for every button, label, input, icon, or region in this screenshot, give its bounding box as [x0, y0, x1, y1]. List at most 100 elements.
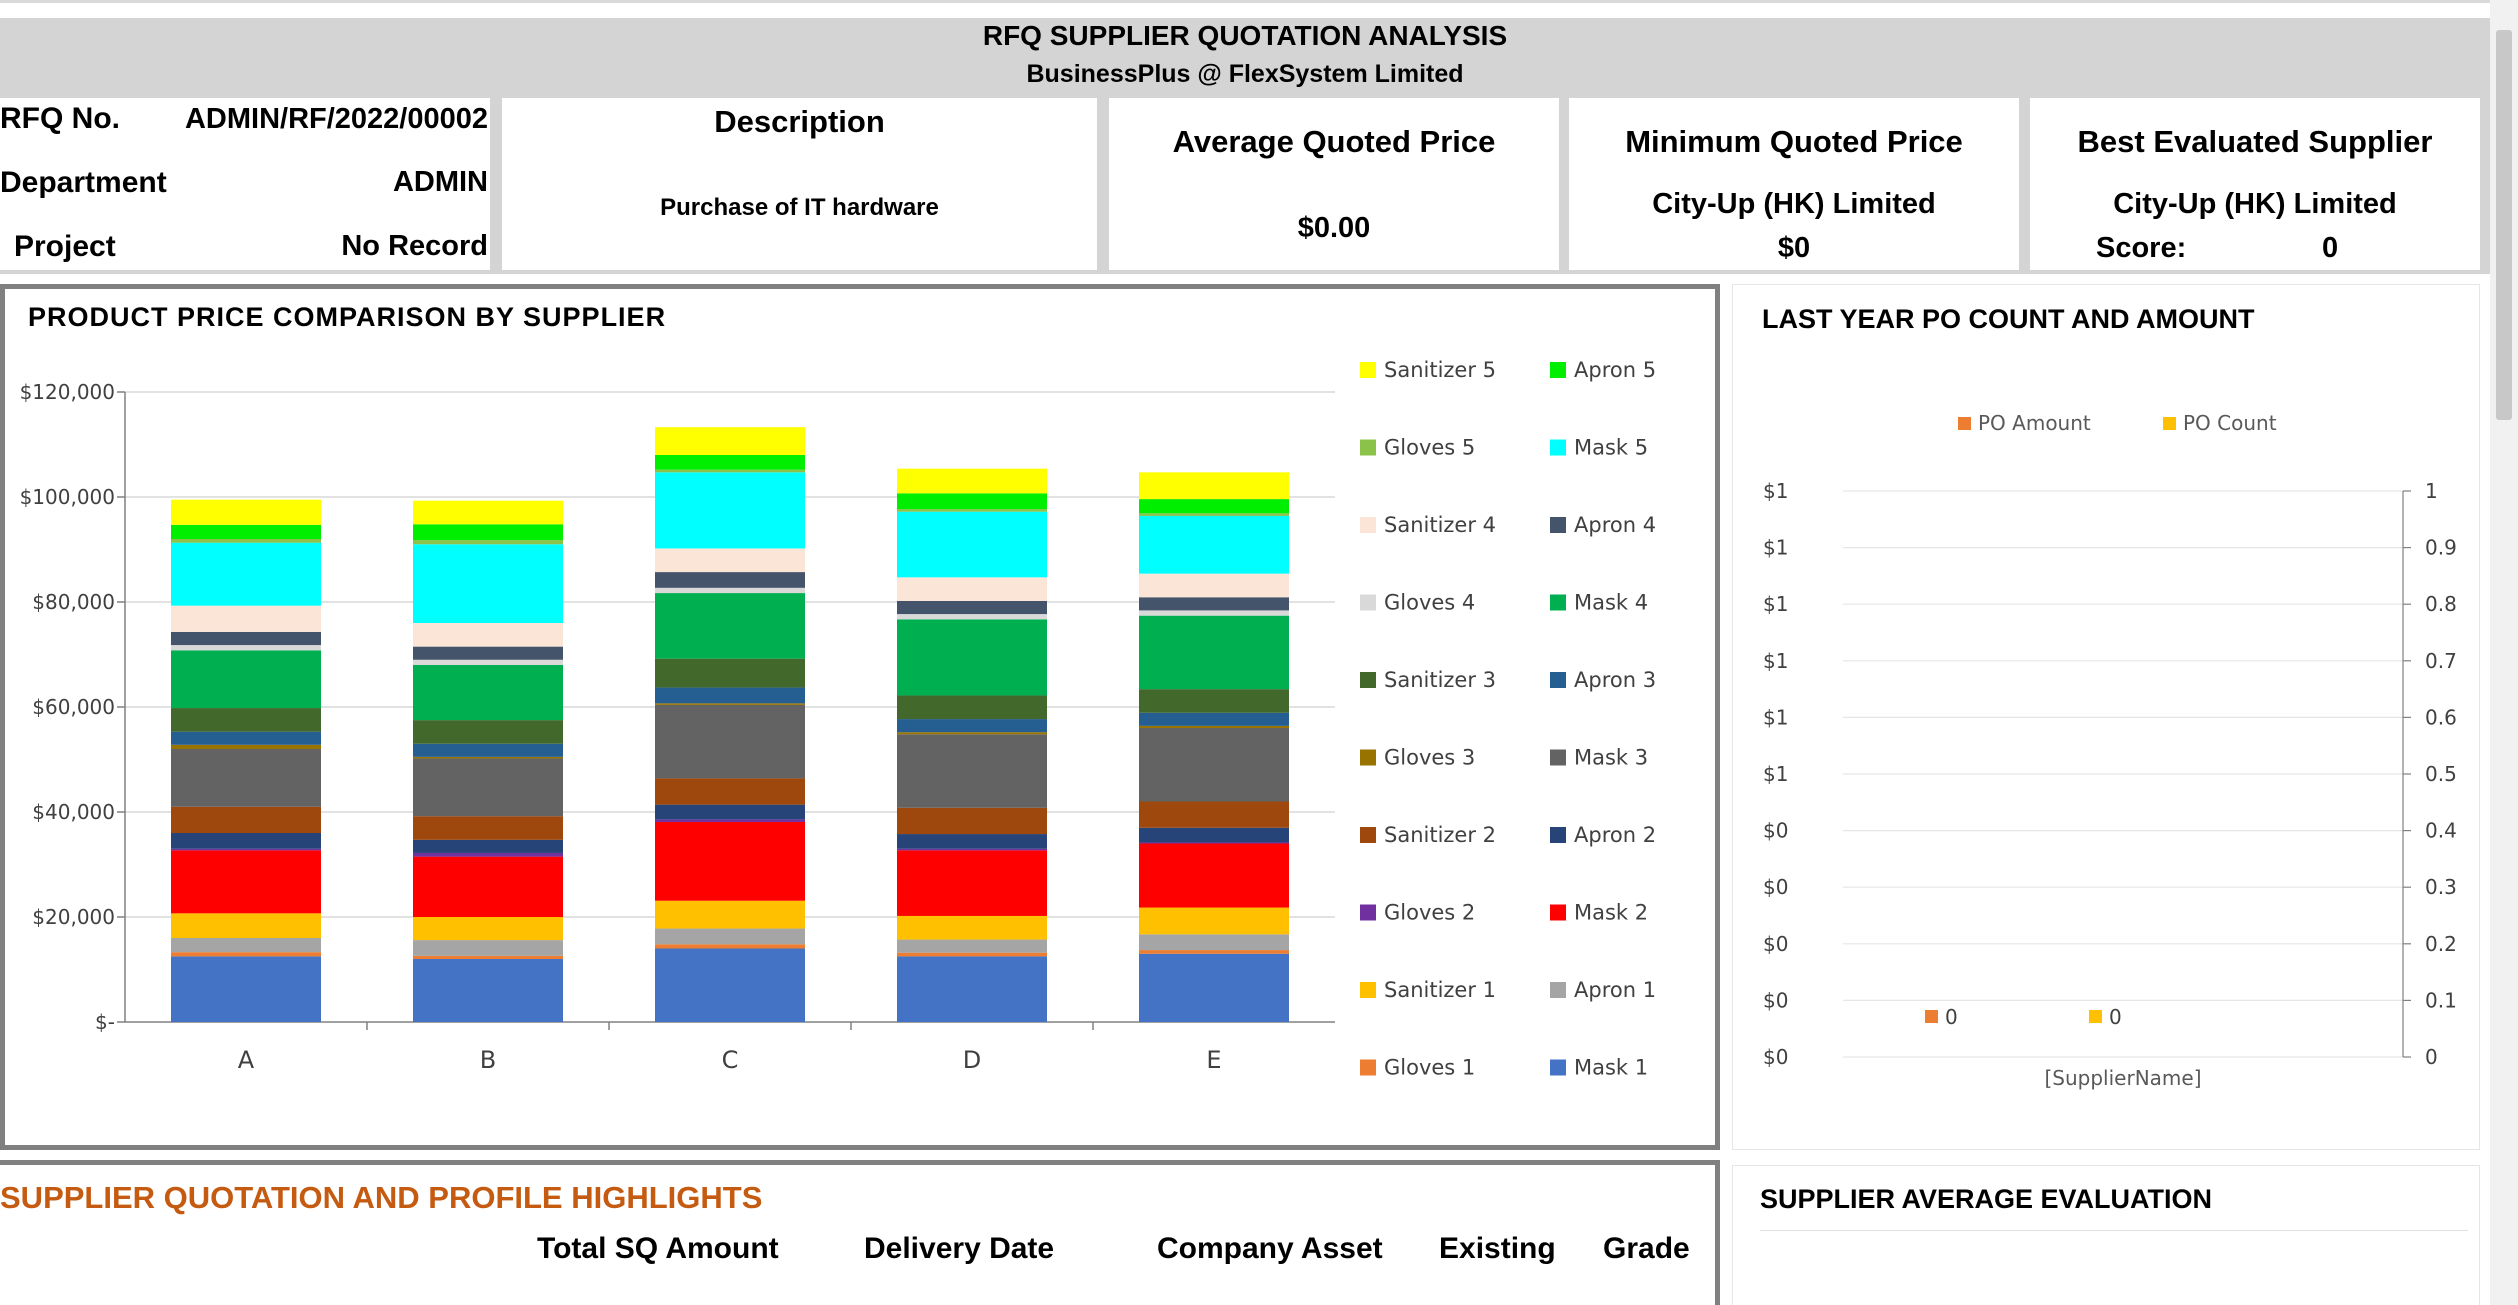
bar-segment-apron-2-b	[413, 839, 563, 853]
po-y-left-label: $1	[1763, 762, 1788, 786]
bar-segment-gloves-3-a	[171, 744, 321, 749]
bar-segment-apron-1-a	[171, 938, 321, 953]
po-y-right-label: 0.5	[2425, 762, 2457, 786]
rfq-info-cell: RFQ No. ADMIN/RF/2022/00002 Department A…	[0, 98, 490, 270]
bar-segment-mask-4-e	[1139, 615, 1289, 690]
bar-segment-mask-2-d	[897, 850, 1047, 916]
bar-segment-sanitizer-4-a	[171, 605, 321, 632]
average-price-card: Average Quoted Price $0.00	[1109, 98, 1559, 270]
bar-segment-apron-2-e	[1139, 827, 1289, 843]
po-y-right-label: 0.7	[2425, 649, 2457, 673]
bar-segment-mask-3-a	[171, 749, 321, 807]
minimum-price-supplier: City-Up (HK) Limited	[1652, 188, 1936, 220]
product-price-chart: $120,000 $100,000 $80,000 $60,000 $40,000 $20…	[20, 358, 1657, 1080]
po-y-right-label: 0.8	[2425, 592, 2457, 616]
col-delivery-date: Delivery Date	[864, 1232, 1055, 1265]
bar-segment-sanitizer-3-a	[171, 708, 321, 732]
bar-segment-mask-3-b	[413, 758, 563, 817]
bar-segment-sanitizer-4-c	[655, 548, 805, 573]
bar-segment-sanitizer-2-e	[1139, 801, 1289, 828]
score-label: Score:	[2096, 232, 2187, 264]
bar-segment-gloves-3-b	[413, 756, 563, 759]
bar-segment-sanitizer-3-e	[1139, 689, 1289, 713]
department-value: ADMIN	[392, 166, 488, 198]
bar-segment-apron-3-b	[413, 743, 563, 757]
bar-segment-sanitizer-1-d	[897, 915, 1047, 940]
description-title: Description	[714, 104, 885, 139]
col-company-asset: Company Asset	[1157, 1232, 1383, 1265]
bar-segment-gloves-5-a	[171, 539, 321, 543]
bar-segment-sanitizer-3-d	[897, 695, 1047, 720]
y-tick-label: $40,000	[32, 800, 115, 824]
col-total-sq-amount: Total SQ Amount	[537, 1232, 779, 1265]
legend-label-apron-4: Apron 4	[1574, 513, 1656, 537]
evaluation-divider	[1760, 1230, 2468, 1231]
bar-segment-mask-3-c	[655, 704, 805, 779]
x-category-label: C	[722, 1046, 739, 1074]
po-y-left-label: $0	[1763, 988, 1788, 1012]
bar-segment-apron-5-d	[897, 493, 1047, 510]
bar-segment-apron-5-b	[413, 524, 563, 541]
legend-swatch-mask-2	[1550, 904, 1566, 921]
legend-swatch-gloves-2	[1360, 904, 1376, 921]
po-y-left-label: $0	[1763, 932, 1788, 956]
bar-segment-gloves-4-b	[413, 659, 563, 665]
bar-segment-apron-4-b	[413, 646, 563, 660]
po-y-left-label: $0	[1763, 875, 1788, 899]
header-band	[0, 18, 2490, 98]
report-title: RFQ SUPPLIER QUOTATION ANALYSIS	[982, 20, 1508, 51]
x-category-label: A	[238, 1046, 255, 1074]
bar-segment-apron-4-a	[171, 631, 321, 646]
evaluation-title: SUPPLIER AVERAGE EVALUATION	[1760, 1184, 2213, 1214]
minimum-price-title: Minimum Quoted Price	[1625, 124, 1963, 159]
bar-segment-mask-5-d	[897, 511, 1047, 578]
legend-swatch-apron-5	[1550, 362, 1566, 378]
bar-segment-sanitizer-4-e	[1139, 573, 1289, 598]
bar-segment-mask-5-a	[171, 542, 321, 606]
best-supplier-card: Best Evaluated Supplier City-Up (HK) Lim…	[2030, 98, 2480, 270]
bar-segment-gloves-2-c	[655, 819, 805, 822]
bar-segment-sanitizer-2-d	[897, 807, 1047, 835]
po-y-left-label: $1	[1763, 479, 1788, 503]
bar-segment-gloves-4-c	[655, 587, 805, 594]
bar-segment-sanitizer-5-e	[1139, 472, 1289, 500]
bar-segment-sanitizer-5-b	[413, 500, 563, 525]
evaluation-panel	[1732, 1165, 2480, 1305]
bar-segment-sanitizer-3-c	[655, 658, 805, 688]
scrollbar-thumb[interactable]	[2496, 30, 2512, 420]
y-tick-label: $120,000	[20, 380, 115, 404]
legend-label-mask-3: Mask 3	[1574, 746, 1648, 770]
bar-segment-gloves-1-b	[413, 955, 563, 959]
po-count-amount-chart: $1 1 $1 0.9 $1 0.8 $1 0.7 $1 0.6 $1 0.5 $0 0.4 $0 0.3 $0…	[1763, 411, 2457, 1090]
po-y-right-label: 0.9	[2425, 536, 2457, 560]
rfq-no-label: RFQ No.	[0, 102, 120, 135]
bar-segment-apron-3-d	[897, 719, 1047, 733]
bar-segment-mask-4-b	[413, 665, 563, 721]
legend-swatch-mask-4	[1550, 594, 1566, 611]
legend-swatch-sanitizer-4	[1360, 517, 1376, 533]
legend-label-gloves-2: Gloves 2	[1384, 901, 1475, 925]
bar-segment-mask-1-e	[1139, 953, 1289, 1022]
score-value: 0	[2322, 232, 2339, 264]
bar-segment-sanitizer-2-a	[171, 806, 321, 833]
bar-segment-apron-3-e	[1139, 712, 1289, 726]
description-value: Purchase of IT hardware	[660, 194, 939, 221]
bar-segment-mask-4-a	[171, 650, 321, 709]
po-y-right-label: 0.2	[2425, 932, 2457, 956]
po-data-marker-po-count	[2089, 1010, 2102, 1023]
bar-segment-mask-5-e	[1139, 515, 1289, 574]
po-x-category-label: [SupplierName]	[2044, 1066, 2201, 1090]
legend-label-mask-1: Mask 1	[1574, 1056, 1648, 1080]
bar-segment-sanitizer-4-d	[897, 577, 1047, 601]
bar-segment-mask-2-e	[1139, 843, 1289, 908]
legend-label-gloves-5: Gloves 5	[1384, 436, 1475, 460]
best-supplier-name: City-Up (HK) Limited	[2113, 188, 2397, 220]
legend-swatch-gloves-5	[1360, 439, 1376, 456]
legend-swatch-mask-1	[1550, 1059, 1566, 1076]
bar-segment-mask-2-a	[171, 850, 321, 914]
po-y-right-label: 0.4	[2425, 819, 2457, 843]
legend-label-sanitizer-4: Sanitizer 4	[1384, 513, 1496, 537]
bar-segment-gloves-5-d	[897, 509, 1047, 512]
bar-segment-sanitizer-2-b	[413, 816, 563, 840]
bar-segment-gloves-2-a	[171, 848, 321, 851]
